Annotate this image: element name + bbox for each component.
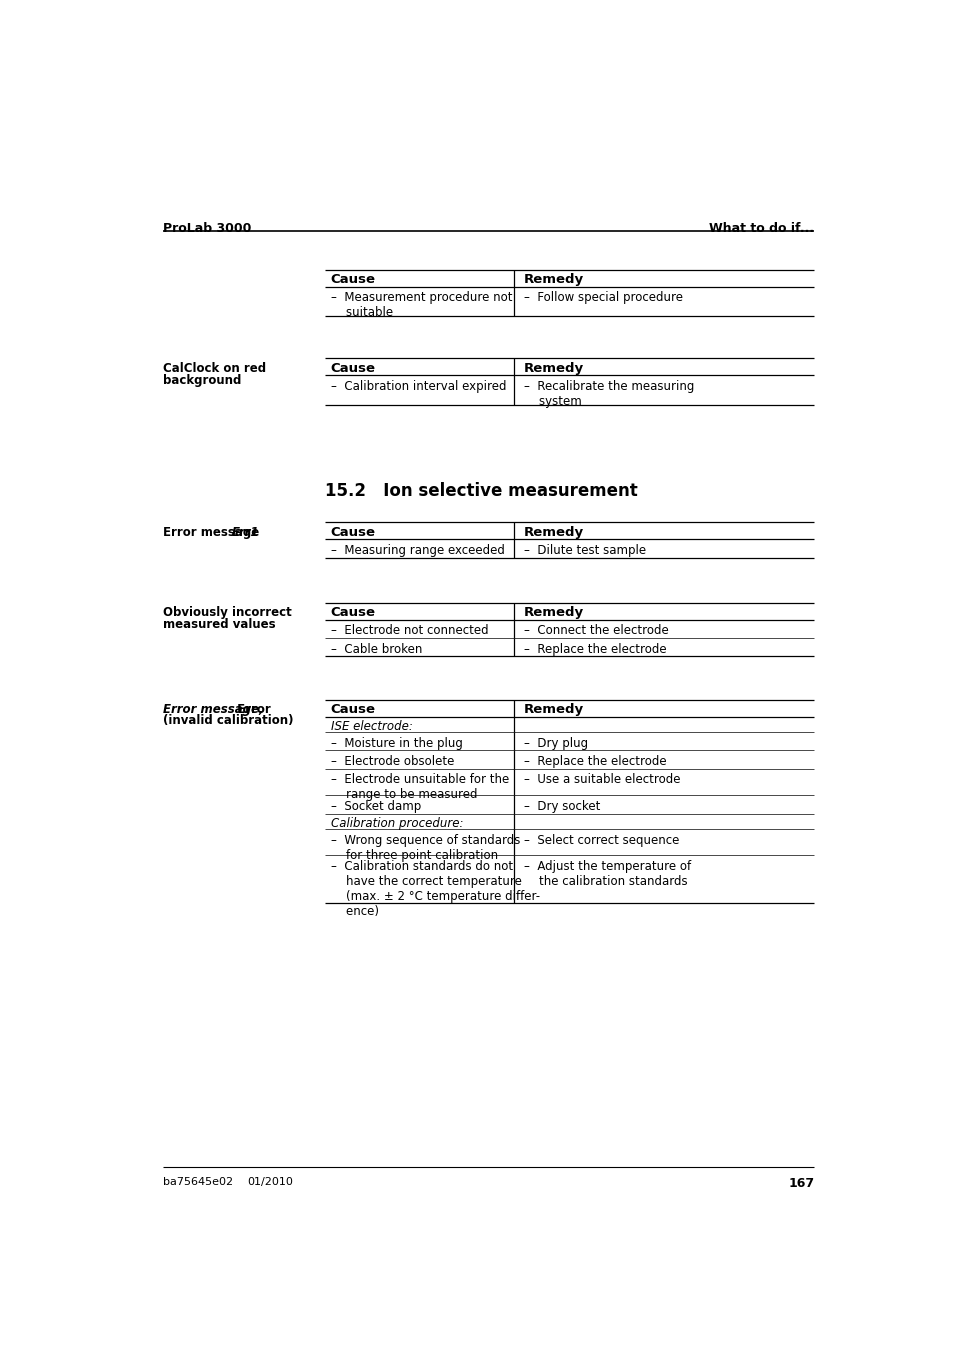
Text: Cause: Cause <box>331 526 375 539</box>
Text: Remedy: Remedy <box>523 273 583 286</box>
Text: –  Use a suitable electrode: – Use a suitable electrode <box>523 774 679 786</box>
Text: Calibration procedure:: Calibration procedure: <box>331 817 463 831</box>
Text: 01/2010: 01/2010 <box>247 1177 293 1188</box>
Text: Error message: Error message <box>163 527 264 539</box>
Text: 167: 167 <box>787 1177 814 1190</box>
Text: CalClock on red: CalClock on red <box>163 362 266 376</box>
Text: –  Electrode not connected: – Electrode not connected <box>331 624 488 638</box>
Text: –  Replace the electrode: – Replace the electrode <box>523 755 666 767</box>
Text: –  Electrode obsolete: – Electrode obsolete <box>331 755 454 767</box>
Text: –  Select correct sequence: – Select correct sequence <box>523 834 679 847</box>
Text: What to do if...: What to do if... <box>709 222 814 235</box>
Text: Remedy: Remedy <box>523 362 583 374</box>
Text: ba75645e02: ba75645e02 <box>163 1177 233 1188</box>
Text: –  Follow special procedure: – Follow special procedure <box>523 292 682 304</box>
Text: –  Measurement procedure not
    suitable: – Measurement procedure not suitable <box>331 292 512 319</box>
Text: –  Moisture in the plug: – Moisture in the plug <box>331 736 462 750</box>
Text: Error: Error <box>233 703 271 716</box>
Text: Obviously incorrect: Obviously incorrect <box>163 607 292 619</box>
Text: Remedy: Remedy <box>523 526 583 539</box>
Text: –  Connect the electrode: – Connect the electrode <box>523 624 668 638</box>
Text: (invalid calibration): (invalid calibration) <box>163 715 294 727</box>
Text: –  Dry socket: – Dry socket <box>523 800 599 813</box>
Text: –  Socket damp: – Socket damp <box>331 800 420 813</box>
Text: –  Cable broken: – Cable broken <box>331 643 422 655</box>
Text: –  Measuring range exceeded: – Measuring range exceeded <box>331 544 504 557</box>
Text: Cause: Cause <box>331 362 375 374</box>
Text: –  Wrong sequence of standards
    for three point calibration: – Wrong sequence of standards for three … <box>331 834 519 862</box>
Text: –  Calibration interval expired: – Calibration interval expired <box>331 380 506 393</box>
Text: Err1: Err1 <box>232 527 259 539</box>
Text: measured values: measured values <box>163 617 275 631</box>
Text: –  Calibration standards do not
    have the correct temperature
    (max. ± 2 °: – Calibration standards do not have the … <box>331 859 539 917</box>
Text: ISE electrode:: ISE electrode: <box>331 720 413 734</box>
Text: 15.2   Ion selective measurement: 15.2 Ion selective measurement <box>324 482 637 500</box>
Text: –  Dry plug: – Dry plug <box>523 736 587 750</box>
Text: Error message,: Error message, <box>163 703 264 716</box>
Text: –  Electrode unsuitable for the
    range to be measured: – Electrode unsuitable for the range to … <box>331 774 509 801</box>
Text: Cause: Cause <box>331 703 375 716</box>
Text: Remedy: Remedy <box>523 703 583 716</box>
Text: –  Dilute test sample: – Dilute test sample <box>523 544 645 557</box>
Text: –  Replace the electrode: – Replace the electrode <box>523 643 666 655</box>
Text: Remedy: Remedy <box>523 605 583 619</box>
Text: ProLab 3000: ProLab 3000 <box>163 222 252 235</box>
Text: –  Recalibrate the measuring
    system: – Recalibrate the measuring system <box>523 380 694 408</box>
Text: background: background <box>163 374 241 386</box>
Text: –  Adjust the temperature of
    the calibration standards: – Adjust the temperature of the calibrat… <box>523 859 690 888</box>
Text: Cause: Cause <box>331 273 375 286</box>
Text: Cause: Cause <box>331 605 375 619</box>
